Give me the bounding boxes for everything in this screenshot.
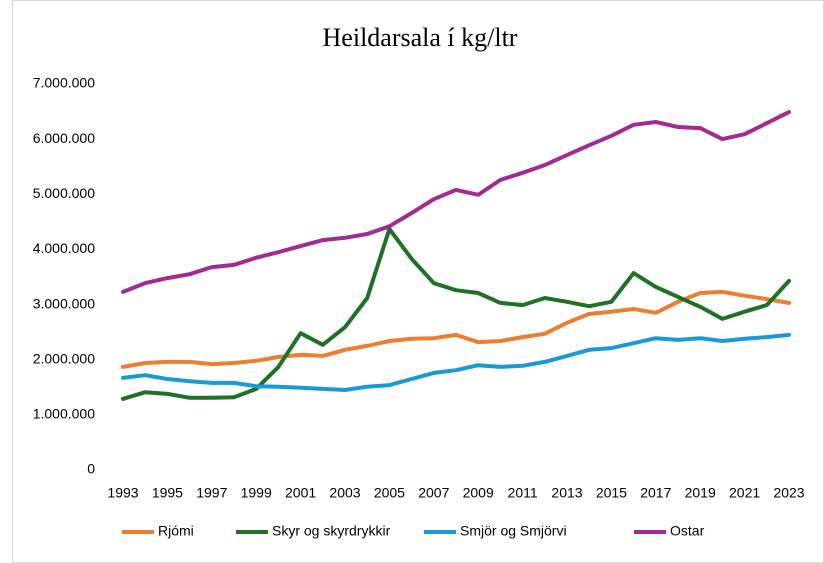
chart-title: Heildarsala í kg/ltr <box>323 23 518 52</box>
x-tick-label: 2017 <box>640 485 671 501</box>
series-line <box>121 227 791 401</box>
legend-label: Ostar <box>670 523 705 539</box>
x-tick-label: 2003 <box>329 485 360 501</box>
y-tick-label: 3.000.000 <box>33 295 95 311</box>
legend-label: Smjör og Smjörvi <box>460 523 567 539</box>
x-tick-label: 2007 <box>418 485 449 501</box>
chart-frame <box>12 0 824 563</box>
series-line <box>121 289 791 369</box>
x-tick-label: 2005 <box>374 485 405 501</box>
legend-label: Skyr og skyrdrykkir <box>272 523 391 539</box>
x-tick-label: 1997 <box>196 485 227 501</box>
y-tick-label: 6.000.000 <box>33 130 95 146</box>
y-tick-label: 5.000.000 <box>33 185 95 201</box>
x-tick-label: 1995 <box>152 485 183 501</box>
y-tick-label: 7.000.000 <box>33 75 95 91</box>
series-line <box>121 110 791 294</box>
x-tick-label: 1993 <box>107 485 138 501</box>
y-tick-label: 1.000.000 <box>33 406 95 422</box>
x-tick-label: 2015 <box>596 485 627 501</box>
y-tick-label: 2.000.000 <box>33 350 95 366</box>
series-line <box>121 332 791 392</box>
x-tick-label: 2009 <box>463 485 494 501</box>
legend-label: Rjómi <box>158 523 194 539</box>
x-tick-label: 2023 <box>773 485 804 501</box>
y-tick-label: 4.000.000 <box>33 240 95 256</box>
y-tick-label: 0 <box>87 461 95 477</box>
x-tick-label: 2011 <box>508 485 538 501</box>
x-tick-label: 2019 <box>685 485 716 501</box>
x-tick-label: 2013 <box>551 485 582 501</box>
x-tick-label: 1999 <box>241 485 272 501</box>
x-tick-label: 2001 <box>285 485 316 501</box>
x-tick-label: 2021 <box>729 485 760 501</box>
